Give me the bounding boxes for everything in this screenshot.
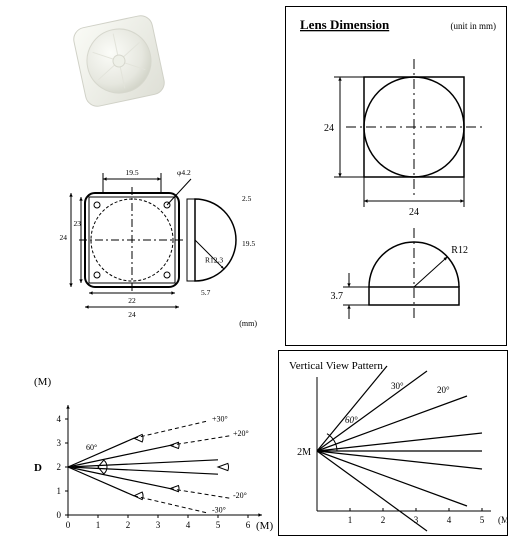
svg-text:24: 24: [128, 310, 136, 319]
svg-text:1: 1: [96, 520, 101, 530]
svg-text:(M): (M): [34, 376, 51, 388]
svg-text:2: 2: [57, 462, 62, 472]
svg-text:3: 3: [414, 515, 419, 525]
svg-text:6: 6: [246, 520, 251, 530]
svg-text:2: 2: [381, 515, 386, 525]
svg-text:24: 24: [60, 233, 68, 242]
svg-text:R12.3: R12.3: [205, 256, 223, 265]
svg-text:0: 0: [66, 520, 71, 530]
svg-text:5: 5: [216, 520, 221, 530]
svg-text:60°: 60°: [345, 415, 358, 425]
svg-text:1: 1: [348, 515, 353, 525]
svg-text:φ4.2: φ4.2: [177, 168, 191, 177]
svg-text:2M: 2M: [297, 447, 311, 458]
vertical-view-panel: Vertical View Pattern 60° 30° 20° 2M 1 2 3 4 5 (M): [278, 350, 508, 536]
svg-text:5.7: 5.7: [201, 288, 211, 297]
svg-text:-20°: -20°: [233, 491, 247, 500]
svg-text:Lens Dimension: Lens Dimension: [300, 17, 390, 32]
svg-text:4: 4: [57, 414, 62, 424]
svg-text:3.7: 3.7: [331, 291, 344, 302]
svg-text:3: 3: [156, 520, 161, 530]
svg-text:Vertical View Pattern: Vertical View Pattern: [289, 360, 383, 372]
dimensional-drawing: 19.5 φ4.2 24 23 22 24 R12.3 2.5 19.5 5.7 (mm): [52, 152, 267, 332]
svg-text:24: 24: [409, 207, 419, 218]
svg-text:23: 23: [74, 219, 82, 228]
svg-text:5: 5: [480, 515, 485, 525]
fan-chart: 0 1 2 3 4 0 1 2 3 4 5 6 (M) (M) D +30° +20° -20° -30° 60°: [20, 365, 275, 535]
svg-text:3: 3: [57, 438, 62, 448]
svg-text:4: 4: [186, 520, 191, 530]
svg-text:D: D: [34, 462, 42, 474]
svg-text:2: 2: [126, 520, 131, 530]
svg-text:(M): (M): [498, 515, 507, 525]
svg-text:24: 24: [324, 123, 334, 134]
svg-text:(mm): (mm): [239, 319, 257, 328]
svg-text:0: 0: [57, 510, 62, 520]
svg-text:19.5: 19.5: [242, 239, 255, 248]
svg-text:+30°: +30°: [212, 414, 228, 423]
svg-text:(M): (M): [256, 520, 273, 532]
svg-text:30°: 30°: [391, 381, 404, 391]
svg-text:2.5: 2.5: [242, 194, 252, 203]
svg-text:22: 22: [128, 296, 136, 305]
svg-text:19.5: 19.5: [125, 168, 138, 177]
svg-text:20°: 20°: [437, 385, 450, 395]
svg-text:+20°: +20°: [233, 429, 249, 438]
svg-text:R12: R12: [451, 245, 468, 256]
svg-text:(unit in mm): (unit in mm): [451, 21, 497, 31]
lens-dimension-panel: Lens Dimension (unit in mm) 24 24 R12 3.7: [285, 6, 507, 346]
svg-text:4: 4: [447, 515, 452, 525]
svg-text:-30°: -30°: [212, 506, 226, 515]
svg-text:1: 1: [57, 486, 62, 496]
svg-text:60°: 60°: [86, 443, 97, 452]
lens-photo: [64, 6, 174, 116]
